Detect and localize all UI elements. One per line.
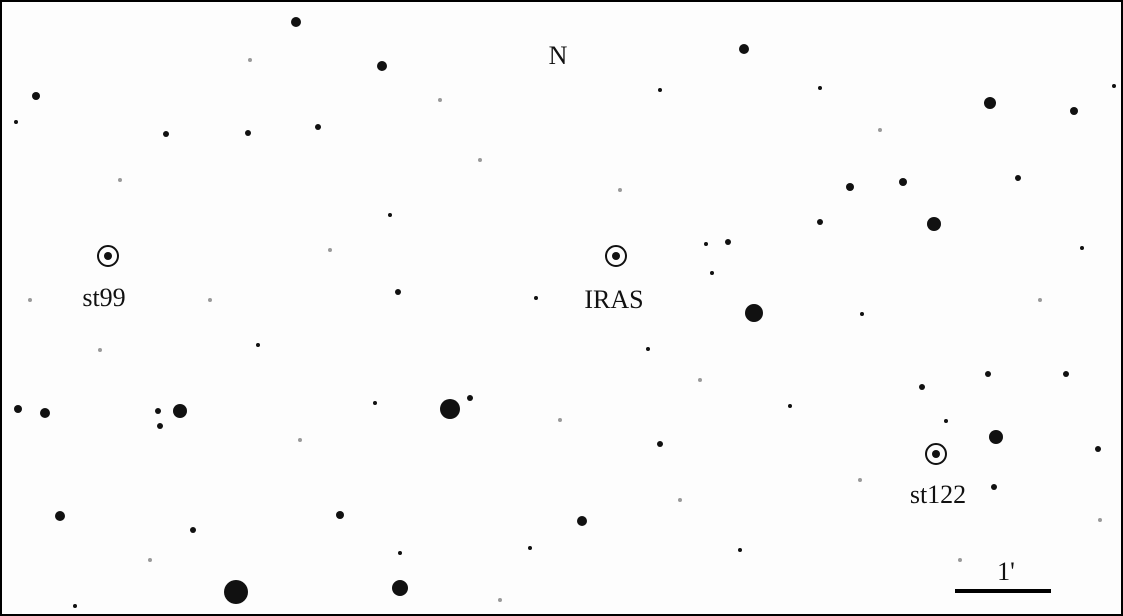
finder-chart: N st99 IRAS st122 1' <box>0 0 1123 616</box>
page: N st99 IRAS st122 1' (() => { const data… <box>0 0 1123 616</box>
star-label: IRAS <box>584 285 643 314</box>
image-frame <box>1 1 1122 615</box>
scale-bar-label: 1' <box>997 557 1015 586</box>
north-label: N <box>549 41 568 70</box>
star-label: st99 <box>82 283 125 312</box>
star-label: st122 <box>910 480 966 509</box>
